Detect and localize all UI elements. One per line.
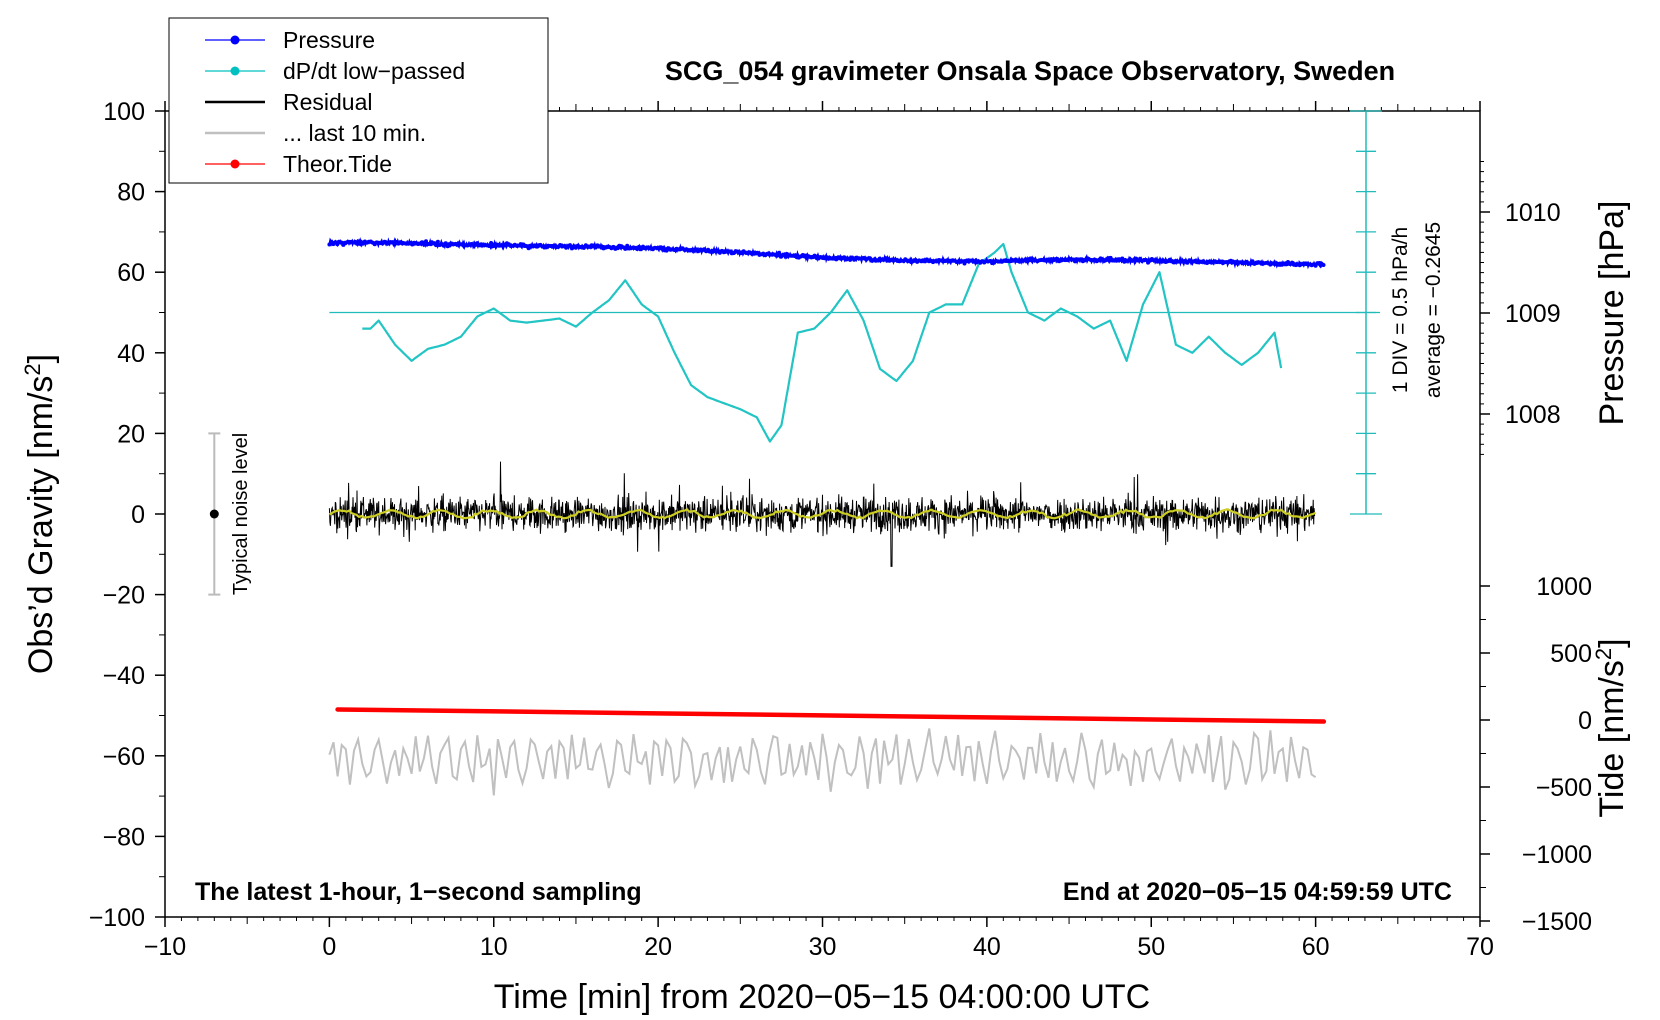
- y-tick-label: 20: [117, 420, 145, 448]
- pressure-point: [435, 239, 440, 244]
- footer-left-label: The latest 1-hour, 1−second sampling: [195, 878, 642, 906]
- chart-title: SCG_054 gravimeter Onsala Space Observat…: [665, 56, 1395, 86]
- pressure-point: [424, 239, 428, 244]
- noise-dot: [209, 509, 219, 519]
- series-dpdt: [362, 242, 1283, 443]
- pressure-point: [443, 241, 448, 246]
- x-tick-label: 50: [1137, 933, 1165, 961]
- y-tick-label: −40: [103, 662, 145, 690]
- pressure-tick-label: 1009: [1505, 300, 1561, 328]
- series-last-10-min: [328, 728, 1317, 796]
- pressure-point: [568, 243, 572, 248]
- x-tick-label: 10: [480, 933, 508, 961]
- x-tick-label: 60: [1302, 933, 1330, 961]
- pressure-point: [327, 242, 332, 247]
- tide-tick-label: 0: [1578, 707, 1592, 735]
- footer-right-label: End at 2020−05−15 04:59:59 UTC: [1063, 878, 1452, 906]
- pressure-point: [487, 244, 492, 248]
- y-tick-label: 0: [131, 501, 145, 529]
- y-axis-tide: 1000 500 0 −500 −1000 −1500: [1480, 573, 1592, 936]
- noise-level-indicator: Typical noise level: [208, 432, 252, 596]
- dpdt-div-label: 1 DIV = 0.5 hPa/h: [1389, 227, 1412, 393]
- y-axis-gravity: 100 80 60 40 20 0 −20 −40 −60 −80 −100: [89, 98, 165, 932]
- y-axis-label-tide: Tide [nm/s2]: [1591, 638, 1631, 817]
- y-axis-pressure: 1010 1009 1008: [1480, 161, 1561, 455]
- x-tick-label: 40: [973, 933, 1001, 961]
- x-axis: −10 0 10 20 30 40 50 60 70: [144, 101, 1494, 961]
- pressure-point: [623, 246, 628, 251]
- pressure-point: [433, 243, 438, 247]
- pressure-point: [775, 253, 780, 258]
- series-residual: [328, 461, 1316, 567]
- y-tick-label: −60: [103, 743, 145, 771]
- tide-tick-label: −1000: [1522, 841, 1592, 869]
- legend-marker: [230, 159, 240, 169]
- noise-level-label: Typical noise level: [230, 433, 252, 595]
- series-residual-smoothed: [328, 508, 1317, 520]
- y-label-sup: 2: [20, 363, 45, 375]
- pressure-tick-label: 1010: [1505, 199, 1561, 227]
- legend-label: dP/dt low−passed: [283, 58, 465, 84]
- y-tick-label: −20: [103, 582, 145, 610]
- y-tick-label: 40: [117, 340, 145, 368]
- x-tick-label: 0: [322, 933, 336, 961]
- y-tick-label: 80: [117, 179, 145, 207]
- y-tick-label: 60: [117, 259, 145, 287]
- tide-tick-label: −500: [1536, 774, 1592, 802]
- y-tick-label: 100: [103, 98, 145, 126]
- x-tick-label: −10: [144, 933, 186, 961]
- legend-label: Theor.Tide: [283, 151, 392, 177]
- dpdt-scale-bar: [329, 110, 1382, 515]
- tide-tick-label: 1000: [1536, 573, 1592, 601]
- y-tick-label: −80: [103, 823, 145, 851]
- pressure-tick-label: 1008: [1505, 401, 1561, 429]
- y-axis-label-gravity: Obs’d Gravity [nm/s2]: [20, 354, 60, 674]
- tide-label-sup: 2: [1591, 648, 1616, 660]
- pressure-point: [489, 241, 494, 245]
- x-axis-label: Time [min] from 2020−05−15 04:00:00 UTC: [494, 978, 1150, 1016]
- pressure-point: [1321, 263, 1326, 267]
- legend-marker: [230, 35, 240, 45]
- legend-label: ... last 10 min.: [283, 120, 426, 146]
- y-axis-label-pressure: Pressure [hPa]: [1593, 201, 1631, 426]
- legend-marker: [230, 66, 240, 76]
- pressure-point: [625, 243, 630, 248]
- tide-tick-label: −1500: [1522, 908, 1592, 936]
- x-tick-label: 70: [1466, 933, 1494, 961]
- y-label-main-text: Obs’d Gravity [nm/s: [22, 376, 60, 675]
- pressure-point: [1120, 256, 1125, 261]
- x-tick-label: 30: [809, 933, 837, 961]
- pressure-point: [777, 250, 782, 255]
- y-tick-label: −100: [89, 904, 145, 932]
- dpdt-average-label: average = −0.2645: [1422, 222, 1445, 398]
- legend-box: [168, 17, 549, 184]
- series-theor-tide: [335, 707, 1327, 724]
- series-layer: [327, 236, 1327, 796]
- legend: Pressure dP/dt low−passed Residual ... last…: [168, 17, 549, 184]
- x-tick-label: 20: [644, 933, 672, 961]
- y-label-close: ]: [22, 354, 60, 363]
- tide-label-close: ]: [1593, 638, 1631, 647]
- pressure-point: [422, 242, 427, 247]
- legend-label: Pressure: [283, 27, 375, 53]
- tide-tick-label: 500: [1550, 640, 1592, 668]
- legend-label: Residual: [283, 89, 373, 115]
- tide-label-main-text: Tide [nm/s: [1593, 660, 1631, 817]
